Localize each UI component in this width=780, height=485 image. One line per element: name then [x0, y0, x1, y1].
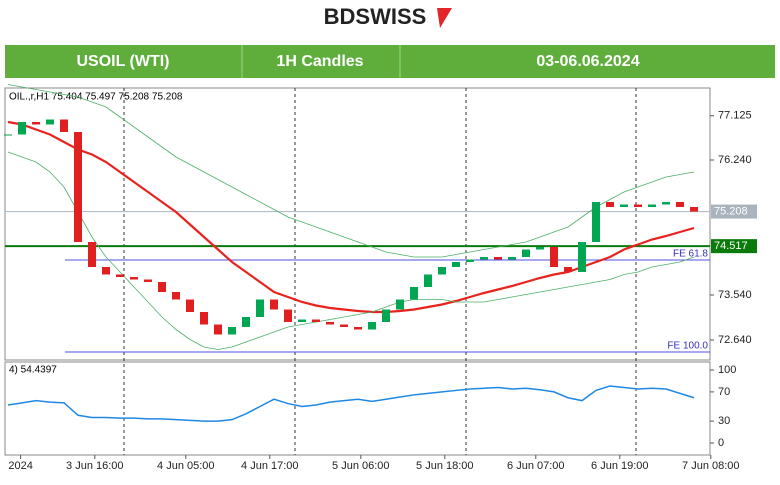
info: OIL.,r,H1 75.404 75.497 75.208 75.208: [9, 92, 183, 103]
candle: [32, 122, 40, 125]
candle: [424, 274, 432, 287]
day-separators: [123, 88, 637, 455]
candle: [494, 257, 502, 260]
candle: [410, 287, 418, 300]
logo: BDSWISS: [324, 4, 427, 29]
x-tick-label: 2024: [8, 460, 32, 472]
candle: [186, 299, 194, 312]
price-box: [711, 204, 757, 219]
candle: [158, 282, 166, 292]
rsi-tick-label: 30: [718, 415, 730, 427]
candle: [130, 277, 138, 280]
rsi-label: 4) 54.4397: [9, 365, 57, 376]
candle: [508, 257, 516, 260]
candle: [312, 319, 320, 322]
candle: [102, 267, 110, 275]
candle: [74, 132, 82, 242]
candle: [592, 202, 600, 242]
candle: [690, 207, 698, 212]
candle: [256, 299, 264, 317]
x-tick-label: 6 Jun 19:00: [591, 460, 649, 472]
candle: [18, 122, 26, 135]
header-cell: 1H Candles: [276, 53, 363, 70]
candle: [648, 204, 656, 207]
rsi-line: [7, 385, 695, 422]
candle: [452, 262, 460, 267]
candle: [242, 317, 250, 327]
y-tick-label: 72.640: [718, 334, 752, 346]
rsi-tick-label: 70: [718, 386, 730, 398]
candle: [550, 247, 558, 267]
header-bar: [5, 45, 775, 78]
x-tick-label: 5 Jun 18:00: [416, 460, 474, 472]
candle: [466, 259, 474, 262]
price-box-label: 74.517: [714, 240, 748, 252]
x-tick-label: 6 Jun 07:00: [507, 460, 565, 472]
candle: [676, 202, 684, 207]
candle: [200, 312, 208, 325]
candle: [662, 202, 670, 205]
y-tick-label: 73.540: [718, 289, 752, 301]
y-tick-label: 77.125: [718, 110, 752, 122]
header-cell: 03-06.06.2024: [536, 53, 639, 70]
rsi-panel: [4, 361, 711, 456]
candle: [88, 242, 96, 267]
candle: [368, 322, 376, 330]
candle: [620, 204, 628, 207]
candle: [284, 309, 292, 322]
candle: [480, 257, 488, 260]
candle: [60, 119, 68, 132]
price-panel: [4, 87, 711, 361]
fe-label: FE 61.8: [673, 249, 708, 260]
price-box-label: 75.208: [714, 206, 748, 218]
candle: [438, 267, 446, 275]
y-tick-label: 76.240: [718, 154, 752, 166]
candle: [298, 319, 306, 322]
candle: [326, 322, 334, 325]
price-box: [711, 239, 757, 254]
x-tick-label: 4 Jun 17:00: [241, 460, 299, 472]
rsi-tick-label: 100: [718, 364, 736, 376]
candle: [270, 299, 278, 310]
logo-mark: [437, 8, 452, 28]
candle: [214, 324, 222, 335]
candle: [340, 324, 348, 327]
indicator-line: [7, 151, 695, 350]
candle: [4, 134, 12, 136]
indicator-line: [7, 120, 695, 314]
candle: [354, 327, 362, 330]
candle: [46, 119, 54, 125]
x-tick-label: 3 Jun 16:00: [66, 460, 124, 472]
candle: [634, 204, 642, 207]
indicator-line: [7, 84, 695, 258]
candle: [144, 279, 152, 282]
rsi-tick-label: 0: [718, 437, 724, 449]
candle: [578, 242, 586, 272]
candle: [228, 327, 236, 335]
candle: [382, 309, 390, 322]
candle: [522, 249, 530, 257]
x-tick-label: 5 Jun 06:00: [332, 460, 390, 472]
candle: [172, 292, 180, 300]
candle: [116, 274, 124, 277]
candle: [606, 202, 614, 207]
candle: [536, 247, 544, 250]
header-cell: USOIL (WTI): [76, 53, 169, 70]
fe-label: FE 100.0: [667, 341, 708, 352]
candle: [396, 299, 404, 310]
x-tick-label: 7 Jun 08:00: [682, 460, 740, 472]
x-tick-label: 4 Jun 05:00: [157, 460, 215, 472]
candle: [564, 267, 572, 272]
